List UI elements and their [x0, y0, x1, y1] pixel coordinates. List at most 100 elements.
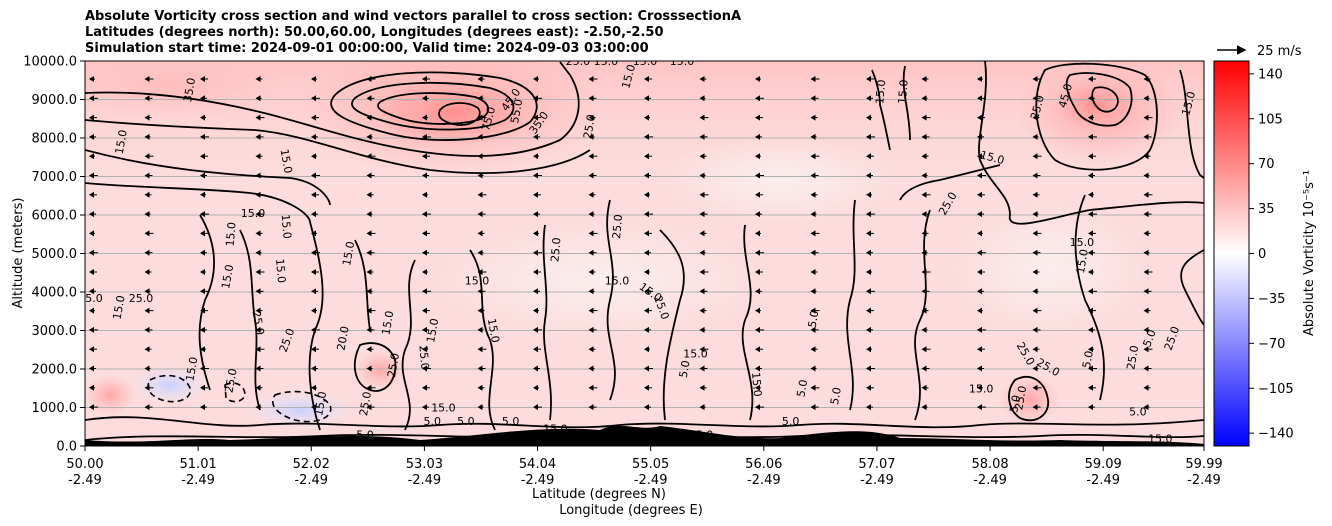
wind-vector	[255, 269, 265, 275]
wind-vector	[699, 153, 707, 160]
wind-vector	[1088, 384, 1096, 391]
terrain	[85, 425, 1204, 446]
wind-vector	[144, 288, 151, 295]
wind-vector	[89, 95, 98, 102]
wind-vector	[1143, 95, 1150, 102]
wind-vector	[810, 191, 818, 198]
contour-label: 5.0	[1129, 405, 1147, 418]
wind-vector	[366, 326, 375, 333]
y-tick-label: 4000.0	[32, 286, 78, 301]
wind-vector	[477, 114, 487, 121]
wind-vector	[866, 76, 874, 82]
contour-label: 15.0	[1179, 90, 1198, 117]
wind-vector	[755, 307, 761, 314]
wind-vector	[921, 211, 930, 218]
contour-label: 5.0	[828, 386, 844, 405]
wind-vector	[1032, 307, 1042, 314]
wind-vector	[588, 249, 597, 256]
wind-vector	[144, 249, 153, 256]
contour-label: 25.0	[1012, 385, 1029, 411]
wind-vector	[699, 365, 708, 372]
wind-vector	[200, 114, 206, 121]
wind-vector	[699, 114, 709, 121]
wind-vector	[977, 114, 985, 121]
wind-vector	[810, 384, 820, 391]
x-tick-label-lat: 58.08	[971, 457, 1008, 472]
wind-vector	[588, 307, 598, 314]
contour-label: 15.0	[594, 55, 619, 68]
wind-vector	[311, 211, 318, 218]
wind-vector	[1143, 404, 1150, 411]
wind-vector	[921, 76, 929, 82]
wind-vector	[921, 133, 930, 140]
wind-vector	[699, 172, 706, 179]
wind-vector	[311, 249, 320, 256]
wind-vector	[588, 269, 596, 275]
wind-vector	[755, 230, 761, 237]
contour-label: 25.0	[548, 237, 563, 263]
wind-vector	[200, 95, 207, 102]
wind-vector	[810, 230, 820, 237]
wind-vector	[200, 230, 208, 237]
wind-vector	[866, 269, 872, 275]
wind-vector	[644, 326, 651, 333]
wind-vector	[810, 153, 820, 160]
wind-vector	[533, 269, 541, 275]
wind-vector	[366, 365, 373, 372]
wind-vector	[1088, 230, 1096, 237]
wind-vector	[644, 249, 651, 256]
y-tick-label: 7000.0	[32, 170, 78, 185]
wind-vector	[1032, 346, 1040, 353]
wind-vector	[810, 249, 819, 256]
colorbar-tick-label: −70	[1258, 337, 1285, 352]
wind-vector	[533, 249, 542, 256]
contour-label: 15.0	[224, 222, 239, 248]
wind-vector	[311, 404, 320, 411]
wind-vector	[755, 153, 761, 160]
wind-vector	[866, 326, 873, 333]
wind-vector	[255, 307, 263, 314]
contour-label: 15.0	[1148, 432, 1173, 445]
wind-vector	[422, 153, 430, 160]
wind-vector	[477, 133, 486, 140]
wind-vector	[1032, 249, 1041, 256]
wind-vector	[533, 346, 541, 353]
wind-vector	[366, 404, 375, 411]
wind-vector	[866, 249, 873, 256]
wind-vector	[644, 95, 651, 102]
wind-vector	[588, 153, 598, 160]
wind-vector	[588, 326, 597, 333]
wind-vector	[366, 230, 376, 237]
wind-vector	[311, 95, 320, 102]
wind-vector	[200, 326, 207, 333]
wind-vector	[366, 288, 373, 295]
wind-vector	[921, 326, 928, 333]
wind-vector	[755, 133, 762, 140]
wind-vector	[588, 384, 598, 391]
y-tick-label: 1000.0	[32, 401, 78, 416]
wind-vector	[422, 95, 429, 102]
wind-vector	[810, 114, 818, 121]
wind-vector	[755, 76, 761, 82]
wind-vector	[89, 404, 98, 411]
x-tick-label-lon: -2.49	[1187, 473, 1221, 488]
x-tick-label-lon: -2.49	[521, 473, 555, 488]
wind-vector	[533, 230, 539, 237]
wind-vector	[810, 95, 819, 102]
wind-vector	[977, 288, 984, 295]
wind-vector	[1032, 288, 1039, 295]
wind-vector	[1088, 153, 1096, 160]
vorticity-field: 35.015.015.015.015.0 15.015.015.015.05.0 2…	[85, 55, 1204, 446]
wind-vector	[422, 76, 430, 82]
wind-vector	[366, 211, 373, 218]
wind-vector	[977, 404, 986, 411]
x-tick-label-lon: -2.49	[747, 473, 781, 488]
wind-vector	[755, 249, 764, 256]
wind-vector	[1032, 114, 1040, 121]
wind-vector	[477, 95, 484, 102]
x-tick-label-lat: 54.04	[519, 457, 556, 472]
wind-vector	[200, 346, 206, 353]
wind-vector	[1032, 384, 1042, 391]
wind-vector	[699, 346, 709, 353]
wind-vector	[144, 230, 154, 237]
